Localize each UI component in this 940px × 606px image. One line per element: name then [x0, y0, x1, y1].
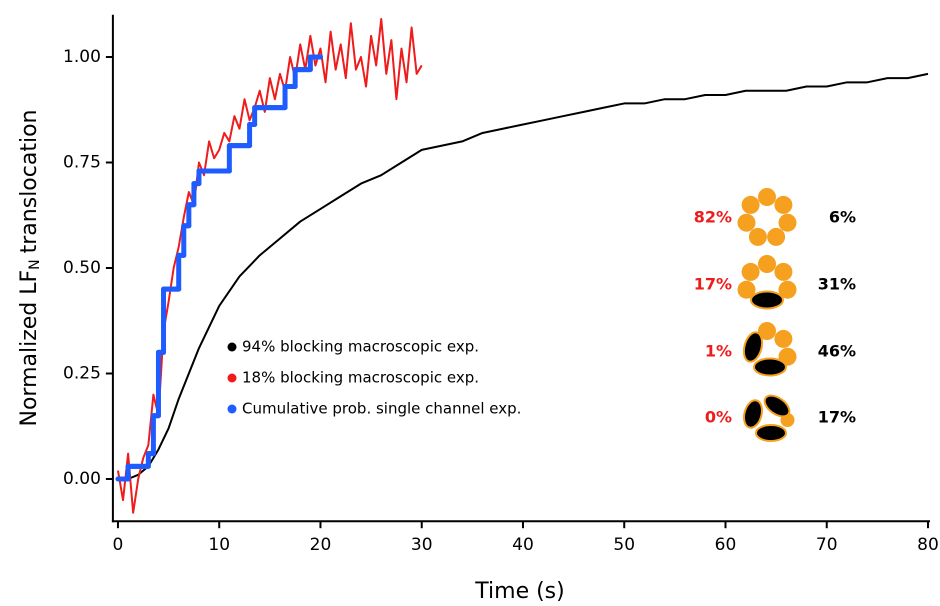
legend-marker: [227, 404, 237, 414]
pore-right-pct: 46%: [818, 342, 856, 361]
pore-icon: [737, 255, 797, 310]
y-tick-label: 0.25: [63, 364, 101, 384]
x-tick-label: 50: [613, 535, 635, 555]
legend-marker: [227, 373, 237, 383]
y-axis-title-main: Normalized LF: [17, 270, 42, 427]
series-line: [117, 72, 929, 480]
x-tick-label: 60: [715, 535, 737, 555]
x-tick-label: 10: [208, 535, 230, 555]
pore-icon: [742, 322, 797, 377]
pore-icon: [737, 188, 797, 246]
step-connector: [117, 54, 321, 482]
pore-left-pct: 17%: [694, 275, 732, 294]
y-axis-title: Normalized LFNtranslocation: [17, 109, 43, 426]
y-tick-label: 1.00: [63, 47, 101, 67]
x-tick-label: 80: [917, 535, 939, 555]
pore-right-pct: 31%: [818, 275, 856, 294]
y-axis-title-sub: N: [27, 259, 43, 269]
legend-label: 18% blocking macroscopic exp.: [242, 369, 479, 387]
x-tick-label: 20: [310, 535, 332, 555]
y-tick-label: 0.00: [63, 469, 101, 489]
x-tick-label: 40: [512, 535, 534, 555]
pore-icon: [743, 394, 795, 442]
pore-left-pct: 0%: [705, 408, 732, 427]
pore-left-pct: 82%: [694, 208, 732, 227]
pore-icons: [737, 188, 797, 442]
y-tick-label: 0.75: [63, 153, 101, 173]
series-line: [116, 18, 423, 514]
x-tick-label: 30: [411, 535, 433, 555]
legend-label: Cumulative prob. single channel exp.: [242, 400, 521, 418]
y-axis-title-suffix: translocation: [17, 109, 42, 253]
pore-left-pct: 1%: [705, 342, 732, 361]
x-tick-label: 0: [113, 535, 124, 555]
pore-right-pct: 6%: [829, 208, 856, 227]
legend-marker: [227, 342, 237, 352]
legend-label: 94% blocking macroscopic exp.: [242, 338, 479, 356]
pore-right-pct: 17%: [818, 408, 856, 427]
x-axis-title: Time (s): [474, 579, 564, 604]
y-tick-label: 0.50: [63, 258, 101, 278]
x-tick-label: 70: [816, 535, 838, 555]
